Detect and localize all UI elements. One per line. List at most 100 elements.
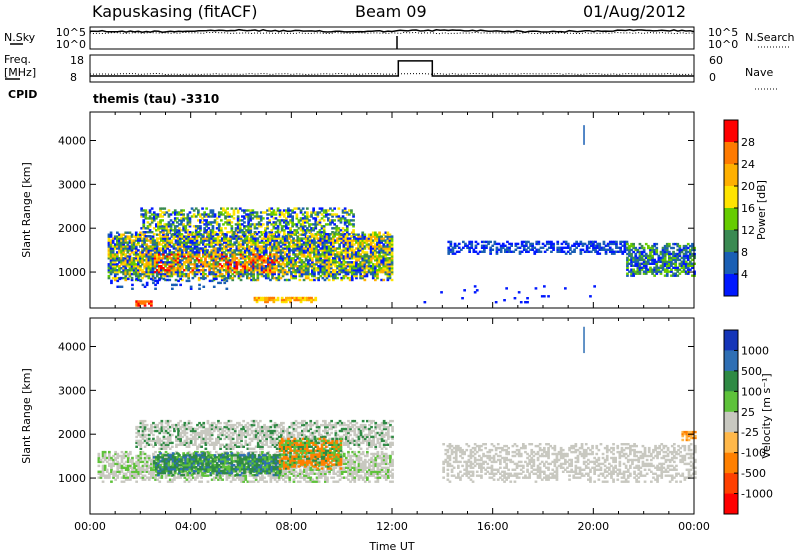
data-cell [361,276,365,280]
data-cell [144,227,148,230]
data-cell [303,221,307,224]
data-cell [299,229,303,232]
data-cell [249,215,253,218]
data-cell [218,269,222,272]
data-cell [350,257,354,260]
data-cell [254,265,258,268]
data-cell [120,239,123,242]
data-cell [223,259,226,262]
data-cell [166,235,169,238]
data-cell [390,253,394,256]
data-cell [197,211,200,214]
data-cell [489,250,492,253]
data-cell [107,265,111,268]
data-cell [146,217,150,220]
data-cell [317,269,320,272]
data-cell [161,225,164,228]
data-cell [256,267,260,270]
data-cell [288,270,291,274]
data-cell [222,209,225,212]
data-cell [255,223,259,226]
data-cell [206,263,209,266]
data-cell [159,223,162,226]
data-cell [137,263,140,266]
data-cell [213,221,217,224]
data-cell [338,267,341,270]
data-cell [197,247,201,250]
data-cell [202,243,205,246]
data-cell [181,241,184,244]
data-cell [235,261,239,264]
data-cell [316,223,320,226]
data-cell [651,246,654,250]
data-cell [564,240,568,244]
data-cell [327,257,331,260]
data-cell [160,239,163,242]
data-cell [335,213,339,216]
data-cell [226,231,229,234]
data-cell [131,283,134,287]
data-cell [329,259,333,262]
data-cell [378,249,381,252]
data-cell [499,246,503,249]
data-cell [365,270,369,274]
data-cell [374,247,377,250]
data-cell [653,270,656,273]
data-cell [390,270,394,274]
data-cell [264,239,268,242]
data-cell [165,233,169,236]
data-cell [350,267,354,270]
data-cell [628,246,631,250]
data-cell [181,259,184,262]
data-cell [111,267,115,270]
data-cell [313,251,316,254]
data-cell [384,239,388,242]
data-cell [371,267,375,270]
data-cell [457,242,461,246]
data-cell [168,261,172,264]
data-cell [218,274,222,278]
data-cell [205,223,208,226]
data-cell [113,259,117,262]
data-cell [225,247,228,250]
data-cell [508,242,511,246]
data-cell [252,274,255,278]
data-cell [374,278,377,282]
data-cell [388,253,392,256]
data-cell [168,251,172,254]
data-cell [176,241,180,244]
data-cell [359,235,362,238]
data-cell [285,265,289,268]
data-cell [139,261,142,264]
data-cell [371,231,375,234]
data-cell [160,274,163,278]
data-cell [111,237,115,240]
data-cell [506,250,509,253]
data-cell [225,279,229,283]
data-cell [332,261,335,264]
data-cell [251,223,255,226]
data-cell [638,264,642,267]
data-cell [303,233,307,236]
data-cell [329,253,333,256]
data-cell [537,248,541,251]
data-cell [120,267,123,270]
data-cell [107,253,111,256]
data-cell [376,270,379,274]
data-cell [231,272,235,276]
data-cell [213,231,217,234]
data-cell [143,239,146,242]
data-cell [504,250,507,253]
data-cell [174,270,178,274]
data-cell [256,263,260,266]
data-cell [224,221,227,224]
data-cell [361,241,365,244]
data-cell [107,263,111,266]
data-cell [202,263,205,266]
data-cell [149,255,153,258]
data-cell [352,223,355,226]
data-cell [380,269,383,272]
data-cell [327,263,331,266]
data-cell [280,213,284,216]
